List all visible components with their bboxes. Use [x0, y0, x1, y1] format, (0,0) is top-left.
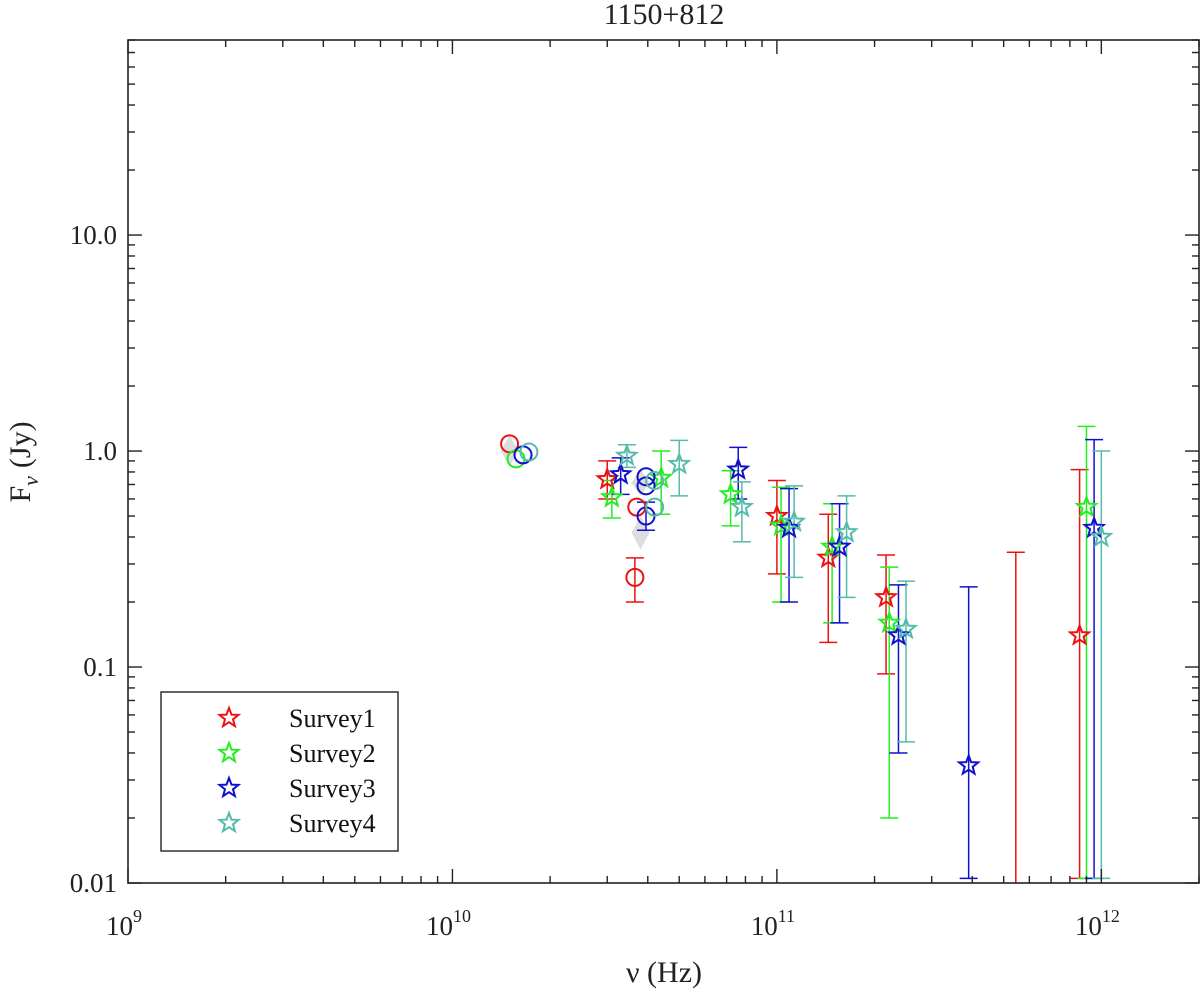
survey3-star-point [956, 752, 981, 776]
legend-marker-survey2 [216, 740, 242, 764]
x-tick-label: 1010 [426, 906, 471, 941]
survey3-star-point [725, 456, 751, 481]
legend: Survey1 Survey2 Survey3 Survey4 [160, 691, 399, 852]
survey4-star-point [1089, 524, 1114, 548]
y-tick-label: 0.01 [70, 868, 117, 898]
markers-layer [500, 434, 1114, 776]
survey3-star-point [776, 515, 802, 539]
x-tick-exponent: 10 [453, 906, 471, 926]
x-tick-exponent: 12 [1102, 906, 1120, 926]
survey4-star-point [666, 451, 692, 475]
survey4-circle-point [645, 497, 665, 517]
survey4-star-point [729, 494, 755, 518]
x-axis-label: ν (Hz) [626, 956, 702, 989]
x-tick-exponent: 11 [778, 906, 795, 926]
plot-frame [127, 39, 1200, 884]
survey2-star-point [599, 484, 625, 508]
legend-label-survey4: Survey4 [289, 809, 376, 838]
survey3-star-point [827, 534, 852, 558]
x-tick-base: 10 [106, 911, 133, 941]
survey1-star-point [1067, 622, 1092, 646]
survey1-star-point [594, 466, 620, 490]
axes-layer [127, 39, 1200, 884]
survey3-circle-point [636, 467, 656, 487]
y-tick-label: 1.0 [83, 436, 117, 466]
survey2-star-point [718, 481, 743, 505]
survey4-star-point [614, 442, 640, 467]
legend-label-survey2: Survey2 [289, 739, 376, 768]
survey1-star-point [764, 503, 790, 527]
background-marker [500, 435, 519, 467]
legend-marker-survey1 [216, 705, 242, 729]
x-tick-base: 10 [1075, 911, 1102, 941]
x-tick-label: 109 [106, 906, 142, 941]
x-tick-base: 10 [426, 911, 453, 941]
legend-marker-survey4 [216, 810, 242, 834]
survey4-circle-point [645, 471, 665, 491]
legend-box [160, 691, 399, 852]
survey4-circle-point [519, 442, 539, 462]
svg-text:Fν(Jy): Fν (Jy) [4, 421, 43, 502]
x-tick-labels: 109 1010 1011 1012 [106, 906, 1120, 941]
survey1-star-point [873, 584, 899, 608]
x-tick-exponent: 9 [133, 906, 142, 926]
y-axis-label-main: F [4, 486, 37, 503]
survey4-star-point [834, 519, 859, 543]
y-tick-label: 10.0 [70, 220, 117, 250]
y-axis-label-sub: ν [18, 476, 43, 486]
chart-title: 1150+812 [604, 0, 725, 31]
y-axis-label: Fν (Jy) [4, 421, 43, 502]
y-tick-labels: 0.01 0.1 1.0 10.0 [70, 220, 117, 898]
x-tick-base: 10 [751, 911, 778, 941]
y-tick-label: 0.1 [83, 652, 117, 682]
survey4-star-point [781, 509, 807, 533]
legend-items [216, 705, 242, 834]
survey2-star-point [819, 534, 845, 558]
survey4-star-point [893, 616, 919, 640]
x-axis-label-text: ν (Hz) [626, 956, 702, 989]
legend-label-survey1: Survey1 [289, 704, 376, 733]
x-tick-label: 1011 [751, 906, 795, 941]
legend-marker-survey3 [216, 775, 242, 799]
survey1-circle-point [625, 567, 645, 587]
y-axis-label-unit: (Jy) [4, 421, 37, 468]
survey2-star-point [877, 610, 902, 634]
x-tick-label: 1012 [1075, 906, 1120, 941]
legend-label-survey3: Survey3 [289, 774, 376, 803]
survey2-star-point [1074, 494, 1099, 518]
survey3-star-point [608, 461, 633, 485]
